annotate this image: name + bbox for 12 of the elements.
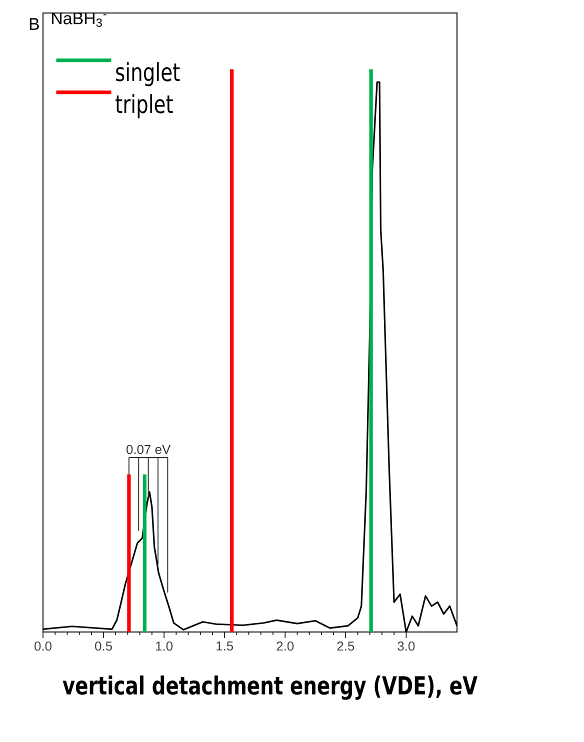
- x-tick-label: 1.5: [216, 642, 234, 651]
- annotation: 0.07 eV: [126, 444, 171, 454]
- text: B: [30, 18, 39, 30]
- x-tick-label: 1.0: [156, 642, 173, 651]
- x-tick-label: 2.5: [337, 642, 354, 651]
- x-axis-title: vertical detachment energy (VDE), eV: [62, 676, 478, 700]
- x-tick-label: 0.5: [95, 642, 112, 651]
- legend-label: singlet: [116, 62, 180, 86]
- legend-label: triplet: [116, 94, 173, 118]
- x-tick-label: 0.0: [34, 642, 52, 651]
- x-tick-label: 2.0: [276, 642, 294, 651]
- x-tick-label: 3.0: [398, 642, 415, 651]
